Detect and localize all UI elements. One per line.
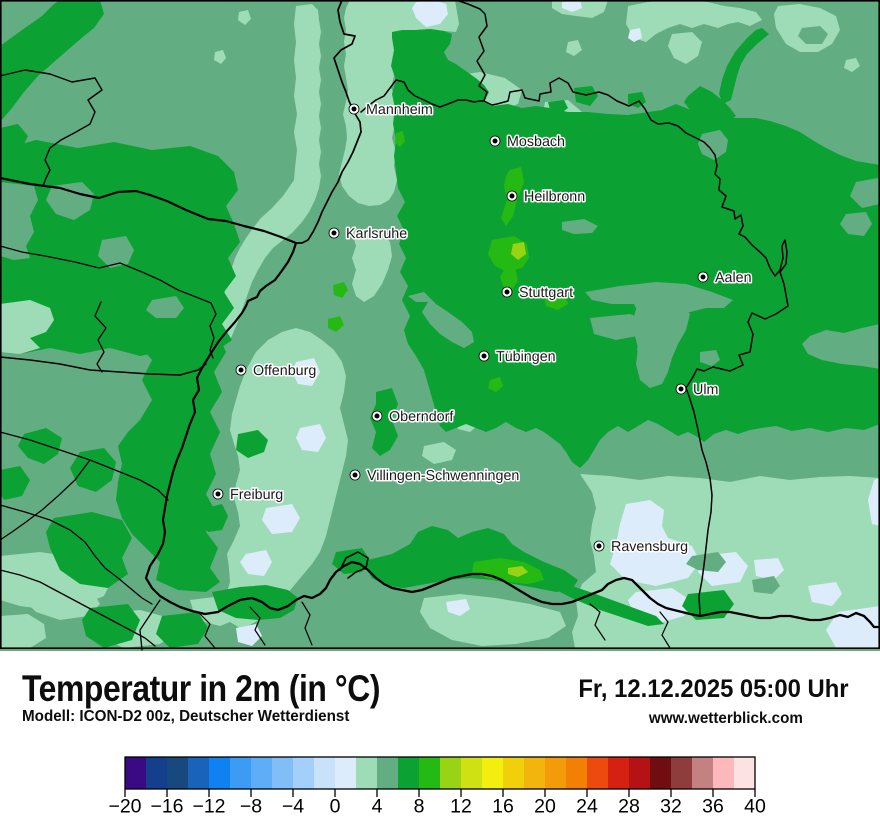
svg-text:Tübingen: Tübingen <box>496 349 556 365</box>
svg-text:24: 24 <box>576 796 598 818</box>
svg-text:Offenburg: Offenburg <box>253 363 316 379</box>
svg-text:20: 20 <box>534 796 556 818</box>
svg-text:−20: −20 <box>108 796 141 818</box>
svg-text:32: 32 <box>660 796 682 818</box>
svg-text:Karlsruhe: Karlsruhe <box>346 226 407 242</box>
svg-text:−12: −12 <box>192 796 225 818</box>
svg-text:28: 28 <box>618 796 640 818</box>
svg-text:−16: −16 <box>150 796 183 818</box>
svg-text:−8: −8 <box>240 796 262 818</box>
svg-text:40: 40 <box>744 796 766 818</box>
svg-text:Aalen: Aalen <box>715 270 752 286</box>
svg-text:36: 36 <box>702 796 724 818</box>
svg-text:Mosbach: Mosbach <box>507 134 565 150</box>
svg-text:Freiburg: Freiburg <box>230 487 283 503</box>
svg-text:16: 16 <box>492 796 514 818</box>
svg-text:4: 4 <box>372 796 383 818</box>
svg-text:Oberndorf: Oberndorf <box>389 409 453 425</box>
svg-text:Mannheim: Mannheim <box>366 102 433 118</box>
svg-text:Stuttgart: Stuttgart <box>519 285 573 301</box>
svg-text:Ulm: Ulm <box>693 382 718 398</box>
svg-text:Villingen-Schwenningen: Villingen-Schwenningen <box>367 468 519 484</box>
svg-text:−4: −4 <box>282 796 304 818</box>
svg-text:12: 12 <box>450 796 472 818</box>
svg-text:Ravensburg: Ravensburg <box>611 539 688 555</box>
svg-text:Heilbronn: Heilbronn <box>524 189 585 205</box>
svg-text:0: 0 <box>330 796 341 818</box>
svg-text:8: 8 <box>414 796 425 818</box>
